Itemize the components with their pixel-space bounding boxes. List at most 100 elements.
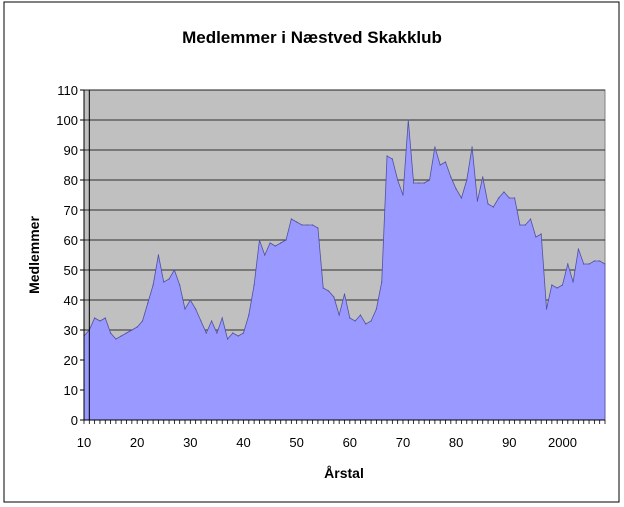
area-series [83,119,606,421]
y-tick-label: 0 [71,413,78,428]
y-tick-label: 20 [64,353,78,368]
data-point [375,308,377,310]
y-tick-label: 60 [64,233,78,248]
x-tick-label: 30 [183,435,197,450]
data-point [418,182,420,184]
x-axis-label: Årstal [324,465,364,481]
data-point [152,284,154,286]
data-point [561,284,564,286]
data-point [338,314,340,316]
data-point [508,197,510,199]
data-point [226,338,229,340]
data-point [381,281,383,283]
data-point [232,332,234,334]
data-point [577,248,580,250]
y-tick-label: 110 [57,83,78,98]
plot-area: 0 10 20 30 40 50 60 70 80 90 100 110 10 20 30 40 50 60 70 8… [56,83,606,450]
x-tick-label: 80 [449,435,463,450]
data-point [258,239,261,241]
data-point [556,287,558,289]
data-point [120,335,122,337]
data-point [280,242,282,244]
data-point [567,263,569,265]
y-tick-label: 10 [64,383,78,398]
data-point [179,284,181,286]
data-point [184,308,186,310]
data-point [109,332,112,334]
data-point [529,218,532,220]
data-point [434,146,436,148]
data-point [540,233,542,235]
data-point [221,317,223,319]
data-point [471,146,473,148]
data-point [487,203,489,205]
data-point [519,224,521,226]
data-point [349,317,351,319]
x-tick-label: 2000 [548,435,577,450]
data-point [264,254,266,256]
y-tick-label: 80 [64,173,78,188]
x-tick-label: 50 [289,435,303,450]
x-tick-label: 40 [236,435,250,450]
chart-title: Medlemmer i Næstved Skakklub [182,28,442,47]
data-point [413,182,415,184]
data-point [599,260,601,262]
data-point [343,293,346,295]
data-point [248,314,250,316]
data-point [545,308,548,310]
data-point [285,239,287,241]
data-point [274,245,276,247]
data-point [237,335,239,337]
data-point [141,320,144,322]
data-point [514,197,516,199]
data-point [370,320,372,322]
data-point [296,221,298,223]
data-point [524,224,526,226]
data-point [450,176,452,178]
data-point [535,236,537,238]
data-point [391,158,393,160]
data-point [386,155,388,157]
data-point [216,332,218,334]
x-tick-label: 60 [343,435,357,450]
data-point [157,254,160,256]
y-axis-label: Medlemmer [26,216,42,294]
data-point [125,332,128,334]
data-point [460,197,463,199]
data-point [173,269,175,271]
data-point [333,296,335,298]
data-point [306,224,308,226]
data-point [104,317,106,319]
x-tick-label: 10 [77,435,91,450]
data-point [242,332,245,334]
data-point [210,320,213,322]
data-point [572,281,574,283]
data-point [428,179,431,181]
x-tick-label: 70 [396,435,410,450]
data-point [99,320,101,322]
y-tick-label: 70 [64,203,78,218]
data-point [498,197,500,199]
data-point [269,242,271,244]
y-tick-label: 30 [64,323,78,338]
data-point [115,338,117,340]
data-point [94,317,96,319]
data-point [147,302,149,304]
data-point [402,194,404,196]
y-tick-label: 90 [64,143,78,158]
data-point [476,200,479,202]
data-point [423,182,425,184]
x-tick-label: 20 [130,435,144,450]
data-point [492,206,494,208]
data-point [301,224,303,226]
data-point [588,263,590,265]
data-point [205,332,207,334]
y-tick-label: 50 [64,263,78,278]
data-point [604,263,606,265]
data-point [195,308,197,310]
data-point [455,188,457,190]
data-point [200,320,202,322]
data-point [163,281,165,283]
data-point [189,299,191,301]
